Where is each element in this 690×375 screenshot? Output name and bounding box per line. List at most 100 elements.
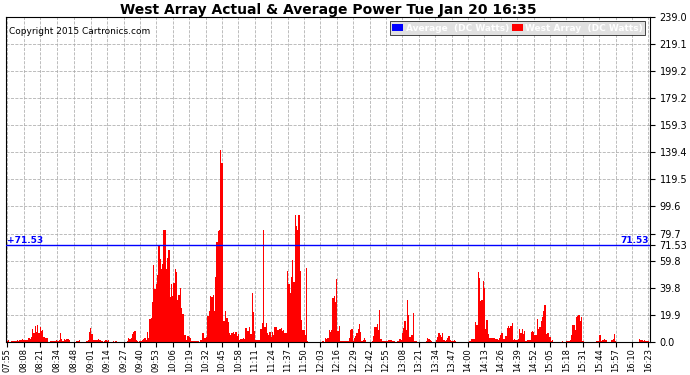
Bar <box>249 327 250 342</box>
Bar <box>283 330 284 342</box>
Bar <box>190 338 191 342</box>
Bar <box>187 336 188 342</box>
Bar <box>246 331 248 342</box>
Bar <box>182 314 184 342</box>
Bar <box>573 326 575 342</box>
Bar <box>411 335 412 342</box>
Bar <box>205 338 206 342</box>
Bar <box>360 332 362 342</box>
Bar <box>279 330 281 342</box>
Bar <box>45 338 46 342</box>
Bar <box>176 272 177 342</box>
Bar <box>534 335 535 342</box>
Bar <box>570 340 571 342</box>
Bar <box>509 328 511 342</box>
Bar <box>193 341 194 342</box>
Bar <box>8 340 10 342</box>
Bar <box>345 341 346 342</box>
Bar <box>412 335 413 342</box>
Bar <box>54 341 55 342</box>
Bar <box>500 335 502 342</box>
Bar <box>179 288 181 342</box>
Bar <box>153 265 155 342</box>
Bar <box>477 272 479 342</box>
Bar <box>611 340 613 342</box>
Bar <box>61 339 62 342</box>
Bar <box>92 340 94 342</box>
Bar <box>132 333 133 342</box>
Bar <box>165 230 166 342</box>
Bar <box>296 226 297 342</box>
Bar <box>69 340 70 342</box>
Bar <box>505 336 506 342</box>
Bar <box>137 341 138 342</box>
Bar <box>273 334 275 342</box>
Bar <box>278 330 279 342</box>
Bar <box>213 296 214 342</box>
Bar <box>363 340 364 342</box>
Bar <box>339 326 340 342</box>
Bar <box>26 340 27 342</box>
Text: 71.53: 71.53 <box>620 236 649 244</box>
Bar <box>204 338 205 342</box>
Bar <box>528 340 529 342</box>
Bar <box>206 337 208 342</box>
Bar <box>526 340 528 342</box>
Bar <box>515 340 517 342</box>
Bar <box>57 340 59 342</box>
Bar <box>238 334 239 342</box>
Bar <box>217 231 219 342</box>
Bar <box>262 323 263 342</box>
Bar <box>91 334 92 342</box>
Bar <box>162 264 164 342</box>
Bar <box>571 335 572 342</box>
Text: Copyright 2015 Cartronics.com: Copyright 2015 Cartronics.com <box>10 27 150 36</box>
Bar <box>210 296 211 342</box>
Bar <box>233 332 234 342</box>
Bar <box>88 340 89 342</box>
Bar <box>328 330 330 342</box>
Bar <box>531 332 532 342</box>
Bar <box>496 339 497 342</box>
Bar <box>533 332 534 342</box>
Bar <box>281 327 282 342</box>
Bar <box>529 340 531 342</box>
Bar <box>23 340 25 342</box>
Bar <box>148 339 150 342</box>
Bar <box>373 336 374 342</box>
Bar <box>66 339 68 342</box>
Bar <box>167 258 168 342</box>
Bar <box>453 340 455 342</box>
Bar <box>540 321 542 342</box>
Bar <box>522 329 523 342</box>
Bar <box>94 340 95 342</box>
Bar <box>34 326 36 342</box>
Bar <box>304 330 305 342</box>
Bar <box>211 297 213 342</box>
Bar <box>499 338 500 342</box>
Bar <box>455 341 456 342</box>
Bar <box>127 341 128 342</box>
Bar <box>599 335 600 342</box>
Bar <box>532 331 533 342</box>
Bar <box>59 340 60 342</box>
Bar <box>159 260 161 342</box>
Bar <box>389 340 391 342</box>
Bar <box>547 333 548 342</box>
Bar <box>139 341 141 342</box>
Bar <box>450 340 451 342</box>
Bar <box>408 315 409 342</box>
Bar <box>384 340 386 342</box>
Bar <box>346 341 348 342</box>
Bar <box>476 326 477 342</box>
Bar <box>430 339 431 342</box>
Bar <box>33 333 34 342</box>
Bar <box>201 340 202 342</box>
Bar <box>147 332 148 342</box>
Bar <box>602 340 604 342</box>
Bar <box>364 338 365 342</box>
Bar <box>208 316 209 342</box>
Bar <box>19 340 21 342</box>
Bar <box>230 334 231 342</box>
Bar <box>32 329 33 342</box>
